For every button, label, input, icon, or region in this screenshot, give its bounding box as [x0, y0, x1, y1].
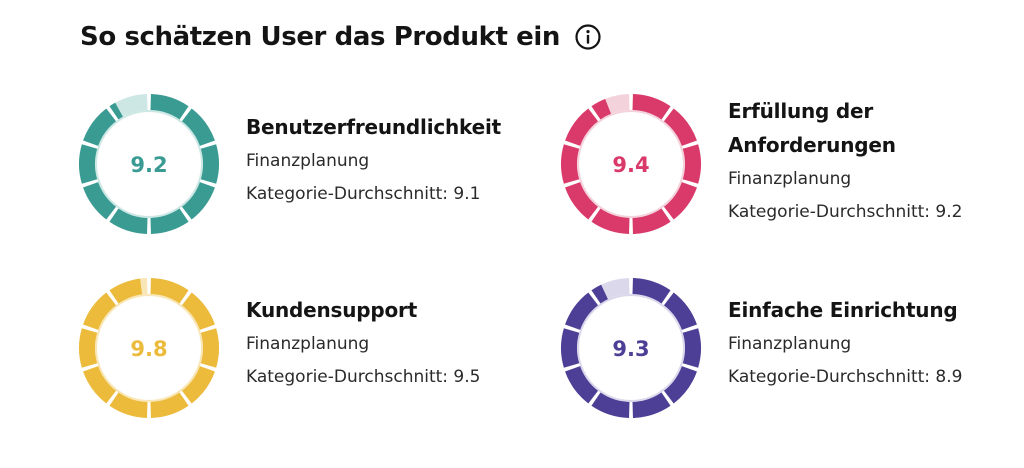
card-average: Kategorie-Durchschnitt: 9.5	[246, 367, 481, 387]
ring-inner-disc	[95, 294, 203, 402]
ring-segment-filled	[83, 292, 117, 330]
card-text: Kundensupport Finanzplanung Kategorie-Du…	[246, 296, 480, 389]
score-ring: 9.2	[77, 92, 221, 236]
ring-segment-filled	[591, 284, 609, 304]
ring-segment-filled	[150, 94, 189, 120]
ring-segment-filled	[150, 278, 189, 304]
ring-segment-filled	[565, 366, 599, 404]
ring-segment-filled	[79, 144, 98, 184]
card-category: Finanzplanung	[246, 334, 370, 354]
score-value: 9.4	[612, 153, 649, 177]
card-title-line: Benutzerfreundlichkeit	[246, 115, 501, 139]
ring-segment-filled	[663, 366, 697, 404]
score-ring: 9.8	[77, 276, 221, 420]
card-title-line: Einfache Einrichtung	[728, 298, 958, 322]
score-ring: 9.3	[559, 276, 703, 420]
ring-segment-filled	[591, 98, 612, 120]
card-title-line: Kundensupport	[246, 298, 418, 322]
ring-segment-filled	[150, 208, 189, 234]
ring-segment-filled	[565, 182, 599, 220]
card-category: Finanzplanung	[728, 334, 852, 354]
ring-segment-filled	[200, 328, 219, 368]
score-value: 9.3	[612, 337, 649, 361]
ring-segment-filled	[632, 278, 671, 304]
score-value: 9.8	[130, 337, 167, 361]
ring-inner-disc	[95, 110, 203, 218]
ring-segment-filled	[200, 144, 219, 184]
ring-segment-filled	[565, 292, 599, 330]
ring-segment-filled	[79, 328, 98, 368]
ring-segment-filled	[83, 366, 117, 404]
card-title: Kundensupport	[246, 296, 480, 324]
card-category: Finanzplanung	[246, 151, 370, 171]
ring-segment-filled	[632, 94, 671, 120]
card-text: Benutzerfreundlichkeit Finanzplanung Kat…	[246, 113, 501, 206]
card-average: Kategorie-Durchschnitt: 8.9	[728, 367, 963, 387]
ring-segment-empty	[601, 278, 630, 300]
card-average: Kategorie-Durchschnitt: 9.2	[728, 202, 963, 222]
card-title: Benutzerfreundlichkeit	[246, 113, 501, 141]
ring-inner-disc	[577, 110, 685, 218]
ring-segment-filled	[632, 392, 671, 418]
score-ring-svg: 9.2	[79, 94, 219, 234]
page-title: So schätzen User das Produkt ein	[80, 22, 561, 52]
ring-segment-filled	[83, 108, 117, 146]
score-value: 9.2	[130, 153, 167, 177]
ring-segment-filled	[109, 102, 123, 120]
ring-segment-filled	[632, 208, 671, 234]
ring-inner-disc	[577, 294, 685, 402]
ring-segment-filled	[181, 292, 215, 330]
card-text: Einfache Einrichtung Finanzplanung Kateg…	[728, 296, 962, 389]
ring-segment-filled	[150, 392, 189, 418]
score-ring-svg: 9.8	[79, 278, 219, 418]
ring-segment-filled	[83, 182, 117, 220]
card-title: Einfache Einrichtung	[728, 296, 962, 324]
ring-segment-filled	[561, 144, 580, 184]
score-ring-svg: 9.3	[561, 278, 701, 418]
card-title: Erfüllung der Anforderungen	[728, 97, 962, 159]
card-title-line: Anforderungen	[728, 133, 896, 157]
score-ring-svg: 9.4	[561, 94, 701, 234]
ring-segment-filled	[565, 108, 599, 146]
score-ring: 9.4	[559, 92, 703, 236]
ring-segment-filled	[663, 292, 697, 330]
ring-segment-filled	[591, 392, 630, 418]
ring-segment-filled	[682, 144, 701, 184]
card-category: Finanzplanung	[728, 169, 852, 189]
ring-segment-filled	[181, 108, 215, 146]
ring-segment-filled	[663, 182, 697, 220]
ring-segment-filled	[663, 108, 697, 146]
card-text: Erfüllung der Anforderungen Finanzplanun…	[728, 97, 962, 224]
card-average: Kategorie-Durchschnitt: 9.1	[246, 184, 481, 204]
info-circle-icon[interactable]	[574, 23, 602, 51]
ring-segment-filled	[109, 208, 148, 234]
ring-segment-filled	[682, 328, 701, 368]
ring-segment-filled	[181, 182, 215, 220]
ring-segment-filled	[591, 208, 630, 234]
ring-segment-filled	[109, 278, 143, 304]
ring-segment-empty	[115, 94, 148, 117]
ring-segment-filled	[181, 366, 215, 404]
ring-segment-empty	[140, 278, 148, 295]
ring-segment-filled	[561, 328, 580, 368]
ring-segment-filled	[109, 392, 148, 418]
card-title-line: Erfüllung der	[728, 99, 874, 123]
header: So schätzen User das Produkt ein	[80, 22, 602, 52]
ring-segment-empty	[605, 94, 630, 114]
